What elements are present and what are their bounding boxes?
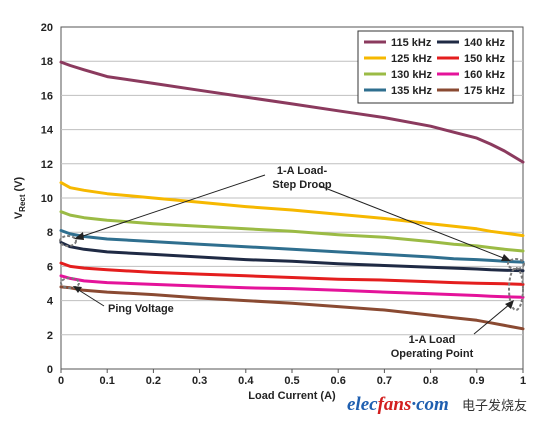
operating-arrow xyxy=(473,303,511,335)
y-axis-title-subscript: Rect xyxy=(18,194,27,212)
legend-label: 115 kHz xyxy=(391,37,432,49)
y-tick-label: 14 xyxy=(41,125,54,137)
series-line-130-khz xyxy=(59,210,525,253)
x-tick-label: 0 xyxy=(58,375,64,387)
watermark-logo-suffix: fans xyxy=(378,394,412,415)
watermark-logo: elecfans·com xyxy=(347,394,449,415)
x-tick-label: 1 xyxy=(520,375,526,387)
watermark-logo-dot: · xyxy=(411,394,416,415)
ping-voltage-marker xyxy=(60,277,80,289)
y-axis-title: VRect (V) xyxy=(13,176,27,219)
x-tick-label: 0.5 xyxy=(284,375,299,387)
legend-label: 130 kHz xyxy=(391,69,432,81)
y-tick-label: 10 xyxy=(41,193,53,205)
y-tick-label: 18 xyxy=(41,56,53,68)
x-tick-label: 0.3 xyxy=(192,375,207,387)
watermark-logo-prefix: elec xyxy=(347,394,378,415)
series-line-140-khz xyxy=(59,241,525,273)
legend-label: 175 kHz xyxy=(464,85,505,97)
y-axis-ticks: 0 2 4 6 8 10 12 14 16 18 20 xyxy=(41,22,54,376)
x-tick-label: 0.2 xyxy=(146,375,161,387)
y-tick-label: 8 xyxy=(47,227,53,239)
x-axis-title: Load Current (A) xyxy=(248,390,336,402)
series-line-135-khz xyxy=(59,229,525,264)
operating-arrowhead xyxy=(505,300,514,309)
watermark-logo-domain: com xyxy=(416,394,449,415)
annotations: 1-A Load- Step Droop Ping Voltage 1-A Lo… xyxy=(59,165,525,360)
droop-marker-end xyxy=(507,258,525,270)
droop-arrow-right xyxy=(319,185,507,260)
ping-arrow xyxy=(76,288,105,307)
watermark: elecfans·com 电子发烧友 xyxy=(347,394,527,415)
droop-arrowhead-right xyxy=(501,254,511,261)
series-line-125-khz xyxy=(59,181,525,238)
x-axis-ticks: 0 0.1 0.2 0.3 0.4 0.5 0.6 0.7 0.8 0.9 1 xyxy=(58,369,526,387)
series-line-115-khz xyxy=(59,60,525,164)
y-tick-label: 2 xyxy=(47,330,53,342)
operating-point-marker xyxy=(508,267,524,311)
y-tick-label: 16 xyxy=(41,90,53,102)
legend: 115 kHz 125 kHz 130 kHz 135 kHz 140 kHz 150 k… xyxy=(357,30,514,104)
y-axis-title-unit: (V) xyxy=(13,176,25,191)
y-tick-label: 20 xyxy=(41,22,53,34)
legend-label: 140 kHz xyxy=(464,37,505,49)
legend-label: 125 kHz xyxy=(391,53,432,65)
series-line-150-khz xyxy=(59,261,525,286)
x-tick-label: 0.6 xyxy=(331,375,346,387)
x-tick-label: 0.8 xyxy=(423,375,438,387)
y-tick-label: 6 xyxy=(47,261,53,273)
y-tick-label: 12 xyxy=(41,159,53,171)
y-tick-label: 4 xyxy=(47,296,54,308)
series-line-160-khz xyxy=(59,274,525,299)
x-tick-label: 0.4 xyxy=(238,375,254,387)
series-line-175-khz xyxy=(59,285,525,331)
droop-arrowhead-left xyxy=(74,232,84,240)
legend-items: 115 kHz 125 kHz 130 kHz 135 kHz 140 kHz 150 k… xyxy=(364,37,505,97)
watermark-chinese: 电子发烧友 xyxy=(462,398,527,414)
droop-arrow-left xyxy=(79,174,266,238)
legend-label: 160 kHz xyxy=(464,69,505,81)
y-tick-label: 0 xyxy=(47,364,53,376)
series-lines xyxy=(59,60,525,331)
legend-label: 135 kHz xyxy=(391,85,432,97)
ping-arrowhead xyxy=(73,286,82,293)
y-axis-title-main: V xyxy=(13,211,25,219)
x-tick-label: 0.7 xyxy=(377,375,392,387)
operating-point-label-line1: 1-A Load xyxy=(409,334,456,346)
ping-voltage-label: Ping Voltage xyxy=(108,303,174,315)
droop-marker-start xyxy=(59,235,77,247)
x-tick-label: 0.1 xyxy=(100,375,115,387)
step-droop-label-line1: 1-A Load- xyxy=(277,165,328,177)
x-tick-label: 0.9 xyxy=(469,375,484,387)
legend-label: 150 kHz xyxy=(464,53,505,65)
operating-point-label-line2: Operating Point xyxy=(391,348,474,360)
step-droop-label-line2: Step Droop xyxy=(272,179,332,191)
